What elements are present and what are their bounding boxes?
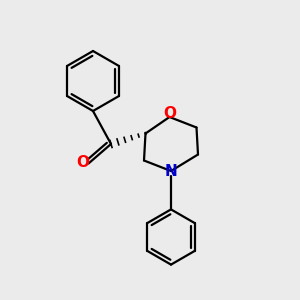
Text: O: O [76, 155, 90, 170]
Text: N: N [165, 164, 177, 179]
Text: O: O [163, 106, 176, 121]
